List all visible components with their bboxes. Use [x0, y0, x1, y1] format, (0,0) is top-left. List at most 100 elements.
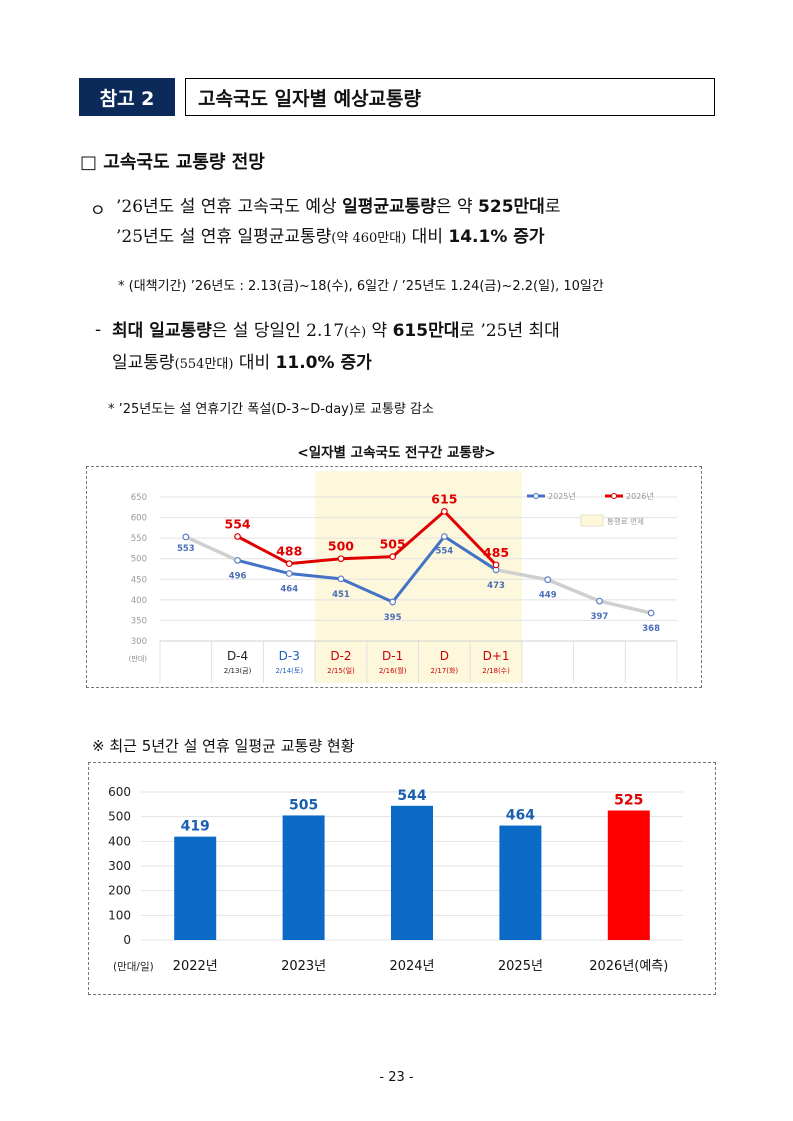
series-2025-point [440, 533, 448, 540]
emphasis: 615만대 [392, 321, 460, 341]
page-title-text: 고속국도 일자별 예상교통량 [198, 87, 421, 110]
x-category-label: D-2 [330, 649, 351, 663]
chart2-caption: ※ 최근 5년간 설 연휴 일평균 교통량 현황 [92, 737, 355, 755]
bar [391, 805, 433, 940]
x-category-label: 2025년 [498, 959, 543, 974]
series-2026-value-label: 488 [276, 544, 302, 559]
page-title: 고속국도 일자별 예상교통량 [185, 78, 715, 116]
text: ’25년도 설 연휴 일평균교통량 [116, 227, 332, 247]
series-2025-value-label: 473 [487, 581, 505, 591]
legend-2026-label: 2026년 [626, 491, 654, 501]
daily-traffic-chart-frame: 300 350 400 450 500 550 600 650 (만대) D-4 2/13(금) D-… [86, 466, 702, 688]
bullet2-line2: 일교통량(554만대) 대비 11.0% 증가 [112, 348, 712, 380]
section-heading: □ 고속국도 교통량 전망 [80, 148, 265, 174]
series-2025-line [237, 534, 497, 604]
y-unit-label: (만대) [129, 654, 148, 663]
series-2026-value-label: 505 [380, 537, 406, 552]
y-tick-label: 550 [131, 534, 147, 544]
legend-band-label: 통행료 면제 [607, 516, 644, 526]
series-2026-value-label: 554 [225, 516, 251, 531]
series-2025-line-tail [495, 568, 652, 615]
bullet1-paragraph: ’26년도 설 연휴 고속국도 예상 일평균교통량은 약 525만대로 ’25년… [116, 192, 716, 254]
series-2026-point [337, 555, 345, 563]
x-date-label: 2/13(금) [224, 667, 252, 675]
yearly-traffic-chart: 0 100 200 300 400 500 600 419 2022년 505 2023년 544 20… [108, 785, 683, 974]
bar-value-label: 419 [181, 819, 210, 835]
bullet1-line1: ’26년도 설 연휴 고속국도 예상 일평균교통량은 약 525만대로 [116, 192, 716, 222]
bar-value-label: 505 [289, 797, 318, 813]
series-2025-point [337, 575, 345, 583]
y-tick-label: 500 [131, 555, 147, 565]
section-marker: □ [80, 152, 98, 173]
y-unit-label: (만대/일) [113, 960, 154, 973]
legend-2025-label: 2025년 [548, 491, 576, 501]
x-category-label: D-3 [279, 649, 300, 663]
x-date-label: 2/16(월) [379, 666, 407, 675]
legend-band-swatch [580, 514, 604, 527]
series-2026-value-label: 485 [483, 545, 509, 560]
x-category-label: D-1 [382, 649, 403, 663]
emphasis: 일평균교통량 [342, 197, 436, 217]
daily-traffic-chart: 300 350 400 450 500 550 600 650 (만대) D-4 2/13(금) D-… [129, 471, 678, 683]
series-2025-value-label: 496 [229, 571, 247, 581]
series-2026-value-label: 500 [328, 539, 354, 554]
series-2025-line-lead [185, 535, 239, 562]
bar [174, 836, 217, 940]
chart1-caption: <일자별 고속국도 전구간 교통량> [297, 445, 496, 461]
note-period: * (대책기간) ’26년도 : 2.13(금)~18(수), 6일간 / ’2… [118, 279, 604, 294]
y-tick-label: 600 [131, 514, 147, 524]
bar-value-label: 464 [506, 808, 535, 824]
x-category-label: 2022년 [173, 959, 218, 974]
series-2026-line [236, 509, 498, 566]
x-category-label: 2024년 [389, 959, 434, 974]
y-tick-label: 450 [131, 575, 147, 585]
y-tick-label: 350 [131, 616, 147, 626]
y-tick-label: 600 [108, 785, 131, 799]
x-category-label: 2026년(예측) [589, 959, 668, 974]
series-2025-value-label: 395 [384, 613, 402, 623]
text: 로 ’25년 최대 [459, 321, 560, 341]
y-tick-label: 100 [108, 908, 131, 922]
x-category-label: D-4 [227, 649, 248, 663]
y-tick-label: 500 [108, 810, 131, 824]
x-date-label: 2/17(화) [431, 667, 459, 675]
series-2025-value-label: 449 [539, 591, 557, 601]
y-tick-label: 300 [131, 637, 147, 647]
series-2025-point [647, 609, 655, 617]
bullet1-marker: ㅇ [90, 201, 106, 221]
series-2025-value-label: 553 [177, 544, 195, 554]
small-text: (약 460만대) [331, 231, 407, 246]
series-2026-point [492, 561, 500, 569]
small-text: (554만대) [174, 357, 234, 372]
series-2025-value-label: 451 [332, 590, 350, 600]
y-tick-label: 400 [108, 834, 131, 848]
series-2025-value-label: 368 [642, 624, 660, 634]
x-category-label: 2023년 [281, 959, 326, 974]
text: 로 [544, 197, 561, 217]
bar [607, 810, 650, 940]
x-date-label: 2/15(일) [327, 666, 355, 675]
series-2026-point [285, 560, 293, 568]
bullet1-line2: ’25년도 설 연휴 일평균교통량(약 460만대) 대비 14.1% 증가 [116, 222, 716, 254]
y-tick-label: 0 [123, 933, 131, 947]
yearly-traffic-chart-frame: 0 100 200 300 400 500 600 419 2022년 505 2023년 544 20… [88, 762, 716, 995]
note-snow: * ’25년도는 설 연휴기간 폭설(D-3~D-day)로 교통량 감소 [108, 402, 434, 417]
x-date-label: 2/18(수) [482, 667, 510, 675]
emphasis: 최대 일교통량 [112, 321, 212, 341]
series-2025-point [285, 570, 293, 577]
series-2026-point [440, 508, 448, 515]
series-2026-point [234, 533, 241, 540]
text: 은 약 [435, 197, 479, 217]
emphasis: 11.0% 증가 [275, 353, 372, 373]
series-2025-value-label: 554 [435, 546, 453, 556]
series-2026-point [389, 553, 397, 561]
text: 대비 [406, 227, 449, 247]
bar [499, 825, 542, 940]
bar-value-label: 525 [614, 793, 643, 809]
bullet2-paragraph: 최대 일교통량은 설 당일인 2.17(수) 약 615만대로 ’25년 최대 … [112, 316, 712, 380]
bar-value-label: 544 [397, 788, 426, 804]
series-2026-value-label: 615 [431, 491, 457, 506]
text: ’26년도 설 연휴 고속국도 예상 [116, 197, 343, 217]
text: 약 [366, 321, 393, 341]
series-2025-point [596, 597, 603, 605]
